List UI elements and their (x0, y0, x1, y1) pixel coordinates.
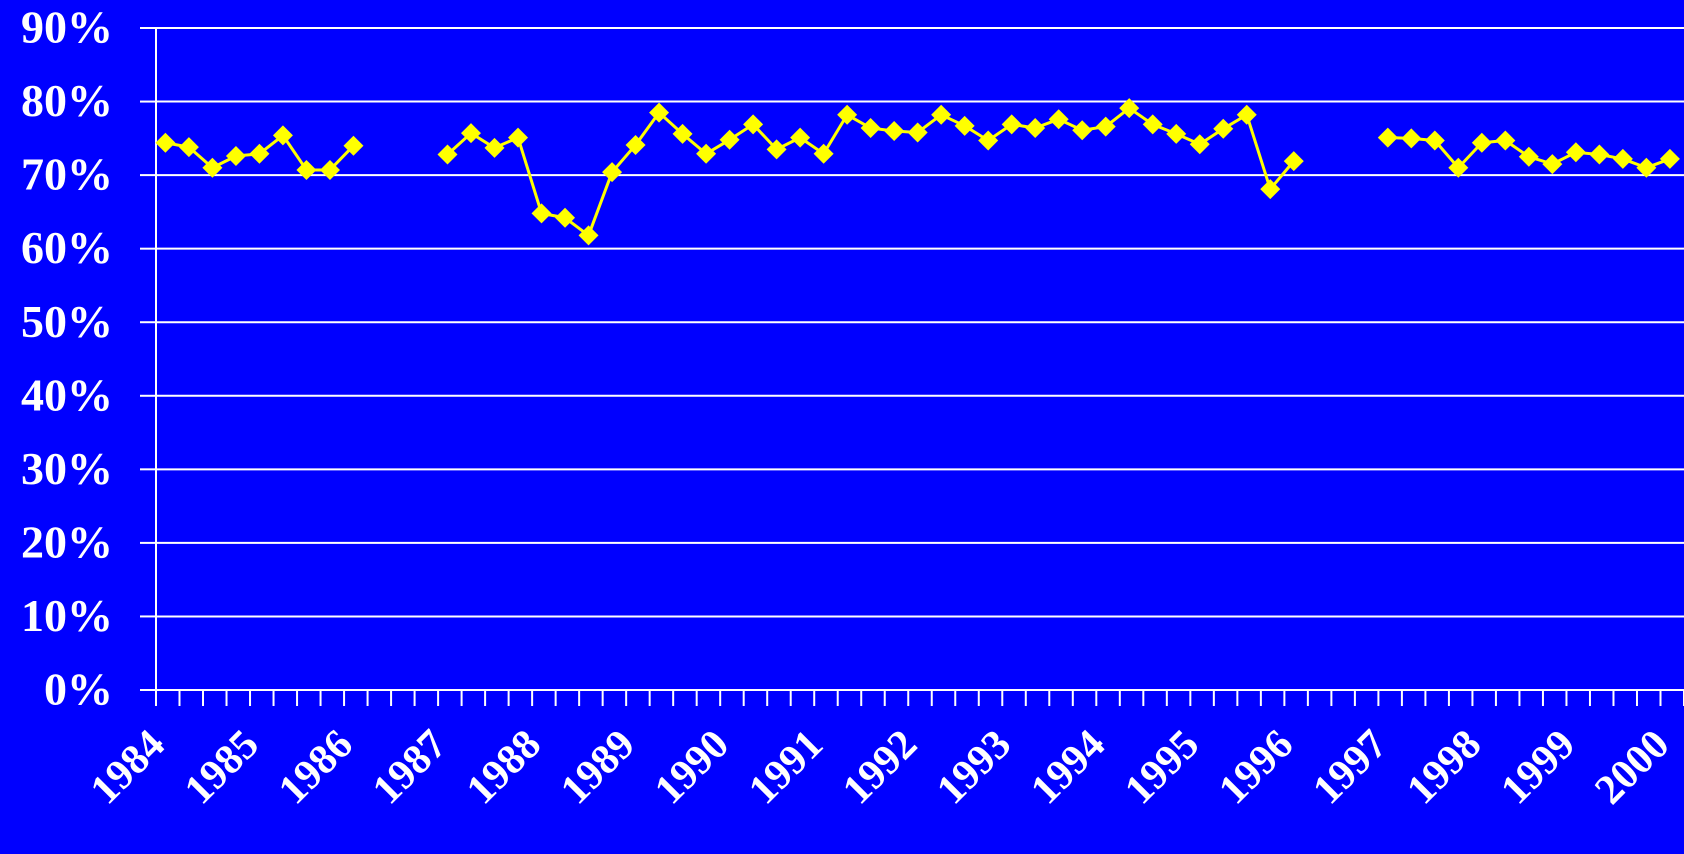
marker (907, 122, 928, 143)
marker (1659, 148, 1680, 169)
marker (1283, 151, 1304, 172)
marker (837, 104, 858, 125)
marker (813, 143, 834, 164)
marker (1565, 142, 1586, 163)
marker (1142, 114, 1163, 135)
marker (1589, 144, 1610, 165)
marker (508, 127, 529, 148)
marker (272, 125, 293, 146)
marker (1025, 118, 1046, 139)
y-tick-label: 90% (21, 2, 113, 53)
marker (1518, 146, 1539, 167)
marker (672, 123, 693, 144)
marker (484, 137, 505, 158)
y-tick-label: 60% (21, 222, 113, 273)
marker (790, 127, 811, 148)
marker (343, 135, 364, 156)
marker (1471, 132, 1492, 153)
marker (1612, 148, 1633, 169)
marker (884, 120, 905, 141)
y-tick-label: 10% (21, 590, 113, 641)
marker (1260, 179, 1281, 200)
marker (649, 102, 670, 123)
marker (249, 143, 270, 164)
marker (1189, 134, 1210, 155)
y-tick-label: 20% (21, 516, 113, 567)
marker (625, 134, 646, 155)
marker (531, 203, 552, 224)
marker (1636, 157, 1657, 178)
marker (1119, 98, 1140, 119)
marker (1048, 109, 1069, 130)
y-tick-label: 70% (21, 149, 113, 200)
marker (1542, 154, 1563, 175)
marker (578, 225, 599, 246)
marker (555, 207, 576, 228)
marker (931, 104, 952, 125)
marker (1236, 104, 1257, 125)
marker (1495, 130, 1516, 151)
marker (1377, 127, 1398, 148)
marker (766, 139, 787, 160)
marker (319, 159, 340, 180)
marker (178, 137, 199, 158)
marker (202, 157, 223, 178)
marker (696, 143, 717, 164)
marker (954, 115, 975, 136)
marker (1166, 123, 1187, 144)
marker (437, 144, 458, 165)
marker (225, 145, 246, 166)
marker (1001, 114, 1022, 135)
marker (860, 118, 881, 139)
marker (1401, 128, 1422, 149)
marker (1213, 118, 1234, 139)
y-tick-label: 30% (21, 443, 113, 494)
marker (1448, 157, 1469, 178)
y-tick-label: 80% (21, 75, 113, 126)
marker (719, 129, 740, 150)
marker (461, 123, 482, 144)
marker (1095, 116, 1116, 137)
marker (1072, 120, 1093, 141)
marker (743, 114, 764, 135)
y-tick-label: 0% (44, 664, 113, 715)
y-tick-label: 40% (21, 369, 113, 420)
y-tick-label: 50% (21, 296, 113, 347)
marker (978, 130, 999, 151)
marker (296, 159, 317, 180)
marker (155, 132, 176, 153)
marker (1424, 130, 1445, 151)
marker (602, 162, 623, 183)
